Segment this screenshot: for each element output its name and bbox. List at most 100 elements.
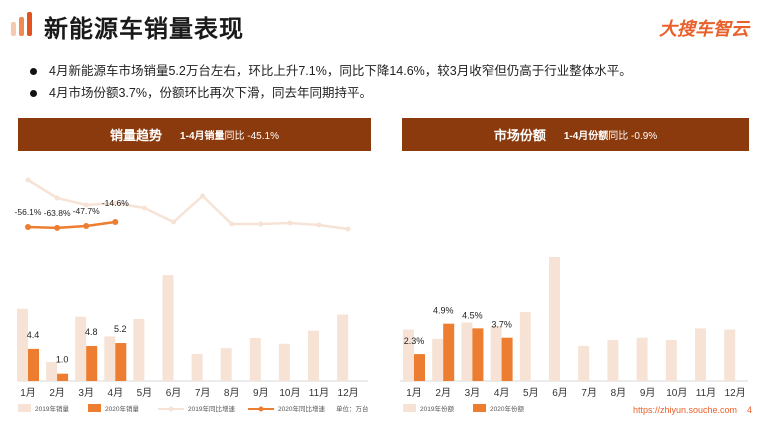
point-2019-growth xyxy=(229,221,235,227)
bar-2019-sales xyxy=(17,308,28,381)
bullet-item: 4月新能源车市场销量5.2万台左右，环比上升7.1%，同比下降14.6%，较3月… xyxy=(30,60,632,82)
sales-subtitle-bold: 1-4月销量 xyxy=(180,131,225,142)
legend-swatch-2020-sales xyxy=(88,404,101,412)
share-subtitle-bold: 1-4月份额 xyxy=(563,131,609,142)
growth-label-2020: -14.6% xyxy=(102,198,129,208)
point-2019-growth xyxy=(316,222,322,228)
legend-label: 2020年销量 xyxy=(105,404,139,413)
bar-2019-sales xyxy=(278,343,290,381)
x-tick-label: 7月 xyxy=(195,387,211,399)
x-tick-label: 5月 xyxy=(137,387,153,399)
x-tick-label: 5月 xyxy=(523,387,539,399)
data-label-2020-share: 3.7% xyxy=(491,320,512,330)
x-tick-label: 10月 xyxy=(666,387,687,399)
growth-label-2020: -47.7% xyxy=(73,206,100,216)
bar-2019-share xyxy=(695,328,706,381)
bar-2019-sales xyxy=(308,330,319,381)
bar-2019-share xyxy=(403,329,414,381)
bullet-item: 4月市场份额3.7%，份额环比再次下滑，同去年同期持平。 xyxy=(30,82,632,104)
x-tick-label: 9月 xyxy=(253,387,269,399)
bar-2020-sales xyxy=(57,373,69,381)
bullet-text: 4月新能源车市场销量5.2万台左右，环比上升7.1%，同比下降14.6%，较3月… xyxy=(49,64,632,78)
data-label-2020-sales: 5.2 xyxy=(114,324,127,334)
unit-label: 单位：万台 xyxy=(336,404,369,413)
bar-2020-share xyxy=(443,323,455,381)
point-2019-growth xyxy=(54,195,60,201)
summary-bullets: 4月新能源车市场销量5.2万台左右，环比上升7.1%，同比下降14.6%，较3月… xyxy=(30,60,632,104)
line-2020-growth xyxy=(27,220,116,230)
point-2019-growth xyxy=(141,205,147,211)
x-tick-label: 3月 xyxy=(465,387,481,399)
bullet-dot-icon xyxy=(30,67,37,75)
bar-2019-share xyxy=(665,340,677,381)
share-panel-header: 市场份额 1-4月份额同比 -0.9% xyxy=(402,118,749,151)
bar-2019-share xyxy=(578,345,590,381)
bar-2019-share xyxy=(432,338,444,381)
legend-swatch-2020-share xyxy=(473,404,486,412)
bar-2020-share xyxy=(501,337,513,381)
x-tick-label: 1月 xyxy=(406,387,422,399)
bar-2019-sales xyxy=(249,337,261,381)
x-tick-label: 10月 xyxy=(279,387,300,399)
x-tick-label: 12月 xyxy=(338,387,359,399)
share-subtitle-rest: 同比 -0.9% xyxy=(608,131,658,142)
x-tick-label: 4月 xyxy=(494,387,510,399)
bar-2019-share xyxy=(461,322,473,381)
x-tick-label: 6月 xyxy=(552,387,568,399)
point-2019-growth xyxy=(258,221,264,227)
bar-2019-sales xyxy=(75,316,87,381)
bar-2019-sales xyxy=(220,348,232,381)
sales-panel-header: 销量趋势 1-4月销量同比 -45.1% xyxy=(18,118,371,151)
legend-swatch-2019-share xyxy=(403,404,416,412)
point-2019-growth xyxy=(287,220,293,226)
x-tick-label: 11月 xyxy=(696,387,716,399)
share-panel-subtitle: 1-4月份额同比 -0.9% xyxy=(564,127,657,142)
x-tick-label: 7月 xyxy=(581,387,597,399)
sales-panel-title: 销量趋势 xyxy=(110,128,163,143)
bar-2020-sales xyxy=(28,348,39,381)
title-decoration-icon xyxy=(11,12,38,36)
bar-2019-sales xyxy=(104,336,116,381)
x-tick-label: 6月 xyxy=(166,387,182,399)
bar-2019-sales xyxy=(162,275,174,381)
line-2019-growth xyxy=(27,178,349,231)
bar-2019-sales xyxy=(191,353,203,381)
data-label-2020-sales: 4.4 xyxy=(27,330,40,340)
growth-label-2020: -56.1% xyxy=(15,207,42,217)
bar-2019-share xyxy=(519,311,531,381)
bullet-text: 4月市场份额3.7%，份额环比再次下滑，同去年同期持平。 xyxy=(49,86,372,100)
point-2019-growth xyxy=(83,202,89,208)
bar-2020-sales xyxy=(115,343,127,381)
growth-label-2020: -63.8% xyxy=(44,208,71,218)
point-2019-growth xyxy=(345,226,351,232)
bar-2020-sales xyxy=(86,345,98,381)
bar-2019-share xyxy=(636,337,648,381)
footer-url[interactable]: https://zhiyun.souche.com xyxy=(632,405,737,415)
bullet-dot-icon xyxy=(30,89,37,97)
x-tick-label: 11月 xyxy=(309,387,329,399)
point-2019-growth xyxy=(171,219,176,225)
point-2020-growth xyxy=(83,222,90,229)
share-panel-title: 市场份额 xyxy=(493,128,546,143)
bar-2019-share xyxy=(724,329,736,381)
bar-2019-share xyxy=(607,340,619,381)
page-title: 新能源车销量表现 xyxy=(44,16,244,43)
x-tick-label: 8月 xyxy=(611,387,627,399)
bar-2019-sales xyxy=(133,318,145,381)
point-2019-growth xyxy=(200,193,206,199)
x-tick-label: 4月 xyxy=(108,387,124,399)
legend-label: 2019年销量 xyxy=(35,404,69,413)
bar-2019-share xyxy=(549,256,560,381)
legend-label: 2020年同比增速 xyxy=(278,404,325,413)
logo: 大搜车智云 xyxy=(659,19,749,39)
data-label-2020-sales: 4.8 xyxy=(85,327,98,337)
data-label-2020-sales: 1.0 xyxy=(56,355,69,365)
sales-subtitle-rest: 同比 -45.1% xyxy=(224,131,279,142)
x-tick-label: 1月 xyxy=(20,387,36,399)
x-tick-label: 3月 xyxy=(78,387,94,399)
legend-marker-2019-growth xyxy=(168,406,174,412)
x-tick-label: 8月 xyxy=(224,387,240,399)
point-2019-growth xyxy=(112,200,118,206)
point-2020-growth xyxy=(25,223,31,230)
bar-2020-share xyxy=(472,328,484,381)
